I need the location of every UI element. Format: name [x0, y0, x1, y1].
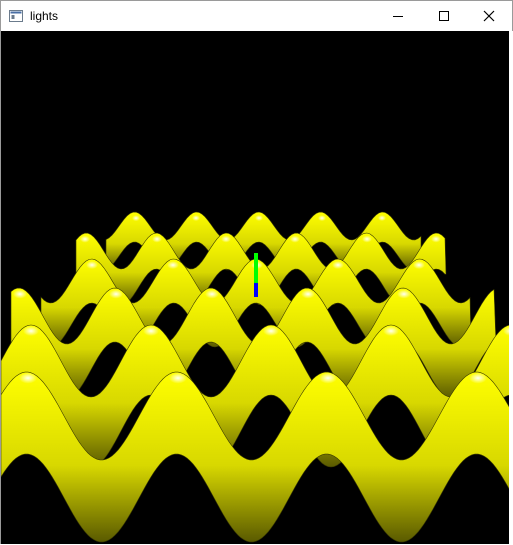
window-edge: [509, 31, 513, 545]
specular-highlight: [169, 372, 187, 384]
specular-highlight: [319, 372, 337, 384]
specular-highlight: [413, 261, 425, 270]
minimize-icon: [393, 16, 403, 17]
specular-highlight: [167, 261, 179, 270]
specular-highlight: [143, 326, 159, 336]
title-bar[interactable]: lights: [1, 1, 512, 31]
specular-highlight: [362, 235, 372, 243]
specular-highlight: [431, 235, 441, 243]
close-button[interactable]: [466, 1, 512, 31]
specular-highlight: [318, 215, 326, 222]
specular-highlight: [19, 372, 37, 384]
specular-highlight: [397, 289, 411, 299]
app-icon: [9, 9, 23, 22]
specular-highlight: [332, 261, 344, 270]
window-title: lights: [30, 9, 59, 23]
specular-highlight: [132, 215, 140, 222]
specular-highlight: [290, 235, 300, 243]
specular-highlight: [23, 326, 39, 336]
specular-highlight: [86, 261, 98, 270]
specular-highlight: [263, 326, 279, 336]
minimize-button[interactable]: [375, 1, 421, 31]
specular-highlight: [192, 215, 200, 222]
specular-highlight: [221, 235, 231, 243]
wave-surface-scene: [1, 211, 512, 543]
specular-highlight: [378, 215, 386, 222]
specular-highlight: [152, 235, 162, 243]
specular-highlight: [205, 289, 219, 299]
render-viewport[interactable]: [1, 31, 512, 544]
specular-highlight: [109, 289, 123, 299]
specular-highlight: [301, 289, 315, 299]
wave-row: [1, 371, 512, 543]
maximize-button[interactable]: [421, 1, 467, 31]
specular-highlight: [13, 289, 27, 299]
specular-highlight: [469, 372, 487, 384]
close-icon: [483, 10, 495, 22]
specular-highlight: [80, 235, 90, 243]
specular-highlight: [383, 326, 399, 336]
maximize-icon: [439, 11, 449, 21]
specular-highlight: [255, 215, 263, 222]
